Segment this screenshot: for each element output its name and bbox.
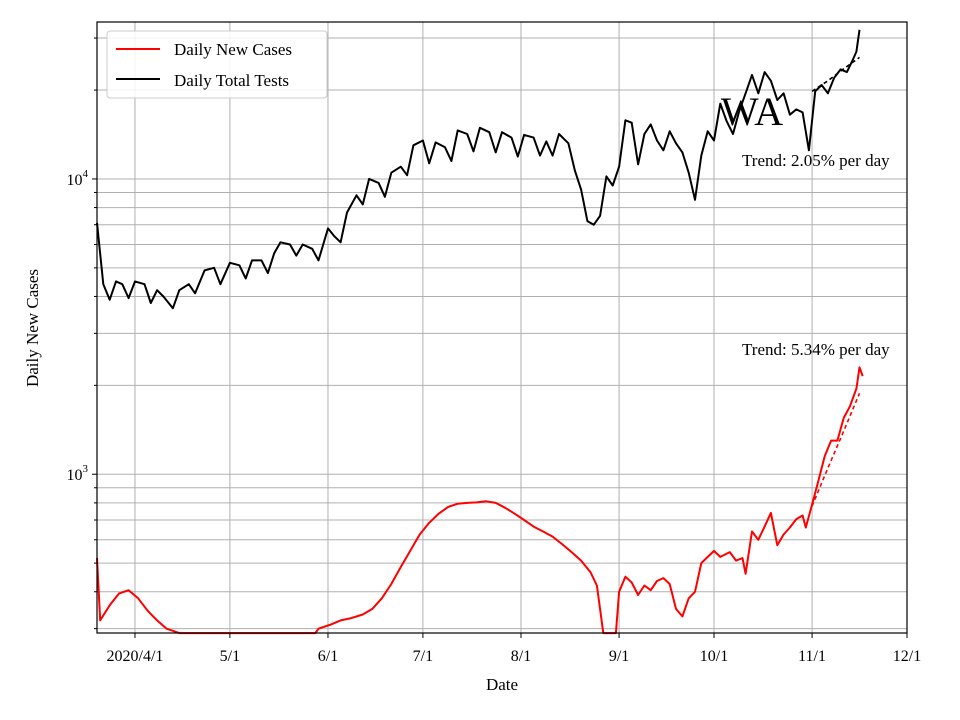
x-tick-label: 8/1 [511,648,531,665]
tests-trend-annotation: Trend: 2.05% per day [742,151,890,170]
trend-line-2 [811,56,860,92]
x-tick-label: 7/1 [413,648,433,665]
cases-trend-annotation: Trend: 5.34% per day [742,340,890,359]
legend: Daily New Cases Daily Total Tests [106,30,328,99]
trend-line-3 [811,392,861,507]
legend-label-tests: Daily Total Tests [174,71,289,90]
x-axis-label: Date [486,675,518,694]
x-tick-label: 6/1 [318,648,338,665]
legend-box [106,30,328,99]
x-tick-label: 9/1 [609,648,629,665]
axes-frame [96,21,908,634]
y-axis-label: Daily New Cases [23,269,42,387]
series-line-1 [96,29,861,310]
x-tick-label: 5/1 [220,648,240,665]
x-axis: 2020/4/1 5/1 6/1 7/1 8/1 9/1 10/1 11/1 12/1 [107,633,921,665]
x-tick-label: 12/1 [893,648,921,665]
x-tick-label: 2020/4/1 [107,648,164,665]
x-tick-label: 10/1 [700,648,728,665]
region-label: WA [721,89,783,134]
x-tick-label: 11/1 [798,648,826,665]
legend-label-cases: Daily New Cases [174,40,292,59]
